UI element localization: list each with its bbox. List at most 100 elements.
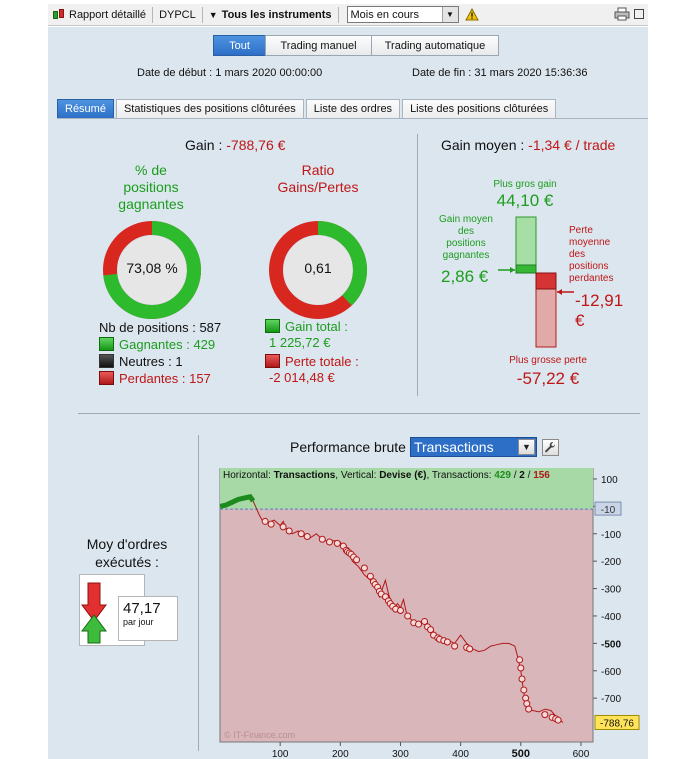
report-button[interactable]: Rapport détaillé	[48, 6, 150, 24]
avg-loss-label-line: perdantes	[569, 273, 614, 284]
max-loss-label: Plus grosse perte	[509, 355, 587, 366]
tab-divider	[57, 118, 648, 119]
mode-tab-auto[interactable]: Trading automatique	[371, 35, 499, 56]
loss-marker	[303, 533, 311, 540]
loss-marker	[520, 686, 528, 694]
winners-row: Gagnantes : 429	[99, 336, 221, 353]
loss-marker	[415, 620, 423, 628]
loss-marker	[267, 520, 275, 528]
red-square-icon	[265, 354, 280, 368]
loss-area	[219, 467, 594, 743]
watermark: © IT-Finance.com	[224, 730, 295, 740]
horizontal-divider	[78, 413, 640, 414]
avg-gain-heading: Gain moyen : -1,34 € / trade	[441, 137, 615, 153]
loss-marker	[360, 564, 368, 572]
winning-pct-title-line: % de	[135, 162, 167, 178]
chevron-down-icon: ▼	[208, 9, 218, 20]
losers-row: Perdantes : 157	[99, 370, 221, 387]
mode-tab-all[interactable]: Tout	[213, 35, 266, 56]
red-square-icon	[99, 371, 114, 385]
loss-marker	[285, 527, 293, 535]
warning-icon[interactable]	[464, 8, 479, 21]
orders-title: Moy d'ordres exécutés :	[67, 535, 187, 571]
instruments-dropdown[interactable]: ▼ Tous les instruments	[205, 6, 336, 24]
avg-win-label-line: gagnantes	[442, 250, 490, 261]
max-gain-label: Plus gros gain	[493, 179, 557, 190]
winners-label: Gagnantes : 429	[119, 337, 216, 352]
performance-header: Performance brute Transactions ▼	[290, 437, 559, 457]
avg-loss-label-line: moyenne	[569, 237, 611, 248]
loss-marker	[525, 705, 533, 713]
period-select[interactable]: Mois en cours ▼	[346, 6, 459, 23]
gain-area	[220, 468, 593, 510]
total-gain-row: Gain total :	[265, 319, 359, 335]
account-button[interactable]: DYPCL	[155, 6, 200, 24]
settings-button[interactable]	[541, 438, 559, 456]
period-value: Mois en cours	[350, 8, 419, 21]
gain-label: Gain :	[185, 137, 223, 153]
green-square-icon	[265, 319, 280, 333]
loss-marker	[325, 538, 333, 546]
x-tick-label: 200	[332, 749, 349, 758]
loss-marker	[396, 606, 404, 614]
chevron-down-icon: ▼	[441, 7, 458, 22]
total-gain-value: 1 225,72 €	[269, 335, 331, 350]
top-toolbar: Rapport détaillé DYPCL ▼ Tous les instru…	[48, 4, 648, 26]
loss-marker	[541, 711, 549, 719]
avg-win-value: 2,86 €	[441, 267, 489, 286]
y-tick-label: -700	[601, 694, 621, 705]
winning-pct-title: % de positions gagnantes	[106, 162, 196, 213]
window-button[interactable]	[634, 9, 644, 19]
toolbar-divider	[152, 6, 154, 23]
print-icon[interactable]	[614, 7, 630, 21]
x-tick-label: 400	[452, 749, 469, 758]
x-tick-label: 300	[392, 749, 409, 758]
report-label: Rapport détaillé	[69, 8, 147, 21]
loss-marker	[366, 572, 374, 580]
avg-win-label-line: des	[457, 226, 475, 237]
total-loss-label: Perte totale :	[285, 354, 359, 369]
mode-segmented-control: Tout Trading manuel Trading automatique	[213, 35, 499, 56]
tab-summary[interactable]: Résumé	[57, 99, 114, 118]
loss-marker	[516, 656, 524, 664]
wrench-icon	[545, 442, 556, 453]
avg-gain-value: -1,34 € / trade	[528, 137, 616, 153]
performance-chart[interactable]: Horizontal: Transactions, Vertical: Devi…	[214, 467, 644, 759]
total-loss-row: Perte totale :	[265, 354, 359, 370]
ratio-title: Ratio Gains/Pertes	[268, 162, 368, 196]
tab-orders[interactable]: Liste des ordres	[305, 99, 401, 118]
x-tick-label: 500	[512, 748, 530, 758]
y-tick-label: -500	[601, 639, 621, 650]
performance-select[interactable]: Transactions ▼	[409, 437, 537, 457]
mode-tab-manual[interactable]: Trading manuel	[265, 35, 372, 56]
tab-closed-stats[interactable]: Statistiques des positions clôturées	[115, 99, 304, 118]
loss-marker	[261, 517, 269, 525]
orders-unit: par jour	[123, 617, 154, 627]
winning-pct-title-line: gagnantes	[118, 196, 184, 212]
last-value-label: -788,76	[600, 718, 634, 729]
account-label: DYPCL	[159, 8, 196, 21]
loss-marker	[297, 530, 305, 538]
avg-win-label-line: positions	[446, 238, 486, 249]
nb-positions: Nb de positions : 587	[99, 320, 222, 335]
vertical-divider	[198, 435, 199, 751]
chart-svg: Horizontal: Transactions, Vertical: Devi…	[219, 467, 640, 759]
black-square-icon	[99, 354, 114, 368]
winning-pct-donut: 73,08 %	[102, 220, 202, 320]
max-gain-value: 44,10 €	[496, 191, 554, 210]
total-loss-value: -2 014,48 €	[269, 370, 335, 385]
loss-marker	[353, 556, 361, 564]
tab-closed-positions[interactable]: Liste des positions clôturées	[402, 99, 557, 118]
neutral-row: Neutres : 1	[99, 353, 221, 370]
loss-marker	[427, 626, 435, 634]
ratio-donut: 0,61	[268, 220, 368, 320]
y-tick-label: -400	[601, 612, 621, 623]
report-tabs: Résumé Statistiques des positions clôtur…	[57, 99, 558, 118]
y-tick-label: -100	[601, 530, 621, 541]
avg-loss-label-line: Perte	[569, 225, 593, 236]
green-square-icon	[99, 337, 114, 351]
instruments-label: Tous les instruments	[221, 8, 332, 21]
x-tick-label: 600	[573, 749, 590, 758]
avg-loss-label-line: positions	[569, 261, 609, 272]
chart-header: Horizontal: Transactions, Vertical: Devi…	[223, 470, 550, 481]
